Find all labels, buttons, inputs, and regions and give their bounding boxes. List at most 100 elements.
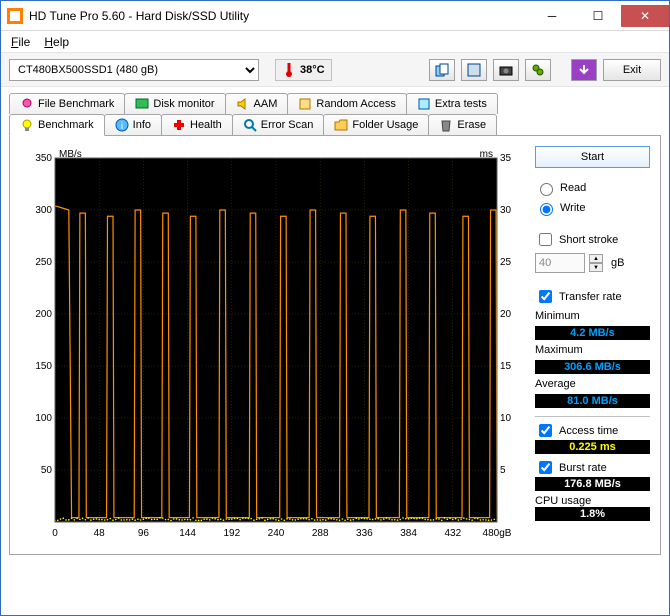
average-value: 81.0 MB/s	[535, 394, 650, 408]
svg-text:150: 150	[35, 361, 52, 372]
settings-button[interactable]	[525, 59, 551, 81]
svg-text:20: 20	[500, 309, 512, 320]
maximum-label: Maximum	[535, 344, 650, 356]
tab-info[interactable]: iInfo	[104, 114, 162, 135]
short-stroke-label: Short stroke	[559, 234, 618, 246]
burst-rate-value: 176.8 MB/s	[535, 477, 650, 491]
svg-text:250: 250	[35, 257, 52, 268]
svg-text:480gB: 480gB	[483, 528, 512, 539]
write-radio[interactable]	[540, 203, 553, 216]
menu-file[interactable]: File	[11, 35, 30, 49]
svg-text:50: 50	[41, 465, 53, 476]
menu-help[interactable]: Help	[44, 35, 69, 49]
benchmark-panel: Start Read Write Short stroke ▲▼ gB Tran…	[535, 146, 650, 544]
read-label: Read	[560, 182, 586, 194]
transfer-rate-checkbox[interactable]	[539, 290, 552, 303]
tab-extra-tests[interactable]: Extra tests	[406, 93, 498, 114]
tab-disk-monitor[interactable]: Disk monitor	[124, 93, 225, 114]
tab-health[interactable]: Health	[161, 114, 233, 135]
benchmark-chart: MB/sms5010015020025030035051015202530350…	[20, 146, 525, 544]
svg-text:10: 10	[500, 413, 512, 424]
svg-text:288: 288	[312, 528, 329, 539]
tab-error-scan[interactable]: Error Scan	[232, 114, 325, 135]
access-time-label: Access time	[559, 425, 618, 437]
maximize-button[interactable]: ☐	[575, 5, 621, 27]
drive-select[interactable]: CT480BX500SSD1 (480 gB)	[9, 59, 259, 81]
tab-random-access[interactable]: Random Access	[287, 93, 406, 114]
access-time-checkbox[interactable]	[539, 424, 552, 437]
menubar: File Help	[1, 31, 669, 53]
exit-button[interactable]: Exit	[603, 59, 661, 81]
tab-folder-usage[interactable]: Folder Usage	[323, 114, 429, 135]
copy-screenshot-button[interactable]	[461, 59, 487, 81]
trash-icon	[439, 118, 453, 132]
svg-text:300: 300	[35, 205, 52, 216]
svg-text:200: 200	[35, 309, 52, 320]
read-radio[interactable]	[540, 183, 553, 196]
svg-text:MB/s: MB/s	[59, 149, 82, 160]
random-icon	[298, 97, 312, 111]
tab-row-bottom: Benchmark iInfo Health Error Scan Folder…	[9, 114, 661, 135]
svg-text:100: 100	[35, 413, 52, 424]
svg-text:48: 48	[94, 528, 106, 539]
svg-text:0: 0	[52, 528, 58, 539]
svg-text:ms: ms	[480, 149, 493, 160]
close-button[interactable]: ✕	[621, 5, 669, 27]
svg-text:384: 384	[400, 528, 417, 539]
screenshot-button[interactable]	[493, 59, 519, 81]
short-stroke-value[interactable]	[535, 253, 585, 273]
tab-file-benchmark[interactable]: File Benchmark	[9, 93, 125, 114]
access-time-value: 0.225 ms	[535, 440, 650, 454]
tab-content-benchmark: MB/sms5010015020025030035051015202530350…	[9, 135, 661, 555]
tab-aam[interactable]: AAM	[225, 93, 289, 114]
cpu-usage-label: CPU usage	[535, 495, 650, 507]
svg-text:i: i	[121, 121, 123, 132]
bulb-icon	[20, 97, 34, 111]
minimum-label: Minimum	[535, 310, 650, 322]
toolbar: CT480BX500SSD1 (480 gB) 38°C Exit	[1, 53, 669, 87]
svg-text:336: 336	[356, 528, 373, 539]
svg-text:350: 350	[35, 153, 52, 164]
burst-rate-label: Burst rate	[559, 462, 607, 474]
window-title: HD Tune Pro 5.60 - Hard Disk/SSD Utility	[29, 9, 529, 23]
svg-text:35: 35	[500, 153, 512, 164]
thermometer-icon	[282, 62, 296, 78]
speaker-icon	[236, 97, 250, 111]
cpu-usage-value: 1.8%	[535, 507, 650, 521]
short-stroke-spinner[interactable]: ▲▼	[589, 254, 603, 272]
app-icon	[7, 8, 23, 24]
svg-text:96: 96	[138, 528, 150, 539]
svg-text:192: 192	[223, 528, 240, 539]
svg-text:240: 240	[268, 528, 285, 539]
short-stroke-unit: gB	[611, 257, 624, 269]
maximum-value: 306.6 MB/s	[535, 360, 650, 374]
titlebar: HD Tune Pro 5.60 - Hard Disk/SSD Utility…	[1, 1, 669, 31]
svg-text:5: 5	[500, 465, 506, 476]
temperature-display: 38°C	[275, 59, 332, 81]
tab-benchmark[interactable]: Benchmark	[9, 114, 105, 136]
copy-info-button[interactable]	[429, 59, 455, 81]
tab-erase[interactable]: Erase	[428, 114, 497, 135]
short-stroke-checkbox[interactable]	[539, 233, 552, 246]
svg-text:432: 432	[444, 528, 461, 539]
svg-text:25: 25	[500, 257, 512, 268]
svg-text:30: 30	[500, 205, 512, 216]
svg-text:144: 144	[179, 528, 196, 539]
burst-rate-checkbox[interactable]	[539, 461, 552, 474]
bulb-icon	[20, 118, 34, 132]
write-label: Write	[560, 202, 585, 214]
transfer-rate-label: Transfer rate	[559, 291, 622, 303]
info-icon: i	[115, 118, 129, 132]
magnifier-icon	[243, 118, 257, 132]
folder-icon	[334, 118, 348, 132]
start-button[interactable]: Start	[535, 146, 650, 168]
health-icon	[172, 118, 186, 132]
svg-text:15: 15	[500, 361, 512, 372]
average-label: Average	[535, 378, 650, 390]
save-button[interactable]	[571, 59, 597, 81]
minimize-button[interactable]: ─	[529, 5, 575, 27]
tests-icon	[417, 97, 431, 111]
tab-row-top: File Benchmark Disk monitor AAM Random A…	[9, 93, 661, 114]
minimum-value: 4.2 MB/s	[535, 326, 650, 340]
monitor-icon	[135, 97, 149, 111]
